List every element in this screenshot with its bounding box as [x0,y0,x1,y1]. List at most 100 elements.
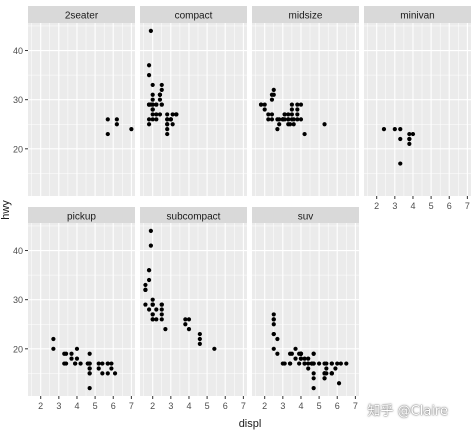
data-point [293,346,298,351]
data-point [105,371,110,376]
data-point [109,361,114,366]
data-point [338,361,343,366]
data-point [150,107,155,112]
data-point [258,102,264,107]
x-axis-title: displ [239,418,262,430]
data-point [286,112,291,117]
data-point [322,376,327,381]
data-point [295,107,300,112]
data-point [150,112,155,117]
data-point [298,102,304,107]
data-point [74,346,80,351]
facet-strip-label: pickup [67,212,96,223]
facet-strip-label: 2seater [65,11,99,22]
data-point [159,307,164,312]
x-tick-label: 5 [317,401,322,411]
data-point [295,102,300,107]
data-point [271,322,276,327]
data-point [269,97,275,102]
data-point [96,366,101,371]
data-point [311,361,316,366]
data-point [51,336,56,342]
data-point [183,322,188,327]
y-axis-title: hwy [0,200,12,220]
x-tick-label: 6 [335,401,340,411]
data-point [87,386,92,391]
data-point [150,117,155,122]
data-point [275,117,280,122]
data-point [165,117,170,122]
data-point [344,361,349,366]
data-point [87,351,92,356]
data-point [154,112,159,117]
data-point [311,376,316,381]
data-point [302,361,307,366]
data-point [159,312,164,317]
data-point [170,122,175,127]
data-point [275,127,280,132]
x-tick-label: 2 [262,401,267,411]
data-point [381,127,387,132]
facet-strip [28,6,135,23]
x-tick-label: 6 [111,401,116,411]
data-point [324,366,329,371]
data-point [298,351,304,356]
y-tick-label: 20 [13,344,23,354]
data-point [407,131,412,137]
data-point [329,361,334,366]
data-point [146,117,152,122]
data-point [51,346,56,351]
data-point [100,371,105,376]
data-point [197,341,202,347]
y-tick-label: 30 [13,95,23,105]
data-point [165,112,170,117]
data-point [146,268,152,273]
data-point [69,356,74,361]
data-point [69,351,74,356]
data-point [271,346,276,351]
data-point [302,356,307,361]
data-point [186,327,192,332]
data-point [62,361,67,366]
data-point [154,307,159,312]
data-point [109,366,114,371]
data-point [329,371,334,376]
x-tick-label: 2 [150,401,155,411]
data-point [212,346,217,351]
data-point [143,287,148,292]
data-point [148,28,153,33]
data-point [282,361,287,366]
data-point [287,361,293,366]
data-point [186,317,192,322]
data-point [159,317,164,322]
data-point [146,277,152,283]
data-point [298,356,304,361]
data-point [146,63,152,68]
data-point [154,102,159,107]
facet-panel [28,223,135,396]
data-point [271,312,276,317]
x-tick-label: 5 [429,201,434,211]
data-point [197,336,202,342]
data-point [311,351,316,356]
watermark: 知乎 @Claire [367,404,448,419]
data-point [105,117,110,122]
data-point [157,112,163,117]
data-point [150,97,155,102]
data-point [275,351,280,356]
data-point [114,122,119,127]
data-point [146,72,152,78]
data-point [407,141,412,147]
x-tick-label: 7 [353,401,358,411]
data-point [293,356,298,361]
facet-strip-label: subcompact [167,212,221,223]
data-point [295,117,300,122]
data-point [105,361,110,366]
data-point [398,127,403,132]
data-point [105,131,110,137]
facet-strip [252,6,359,23]
data-point [286,117,291,122]
x-tick-label: 7 [465,201,470,211]
x-tick-label: 3 [280,401,285,411]
